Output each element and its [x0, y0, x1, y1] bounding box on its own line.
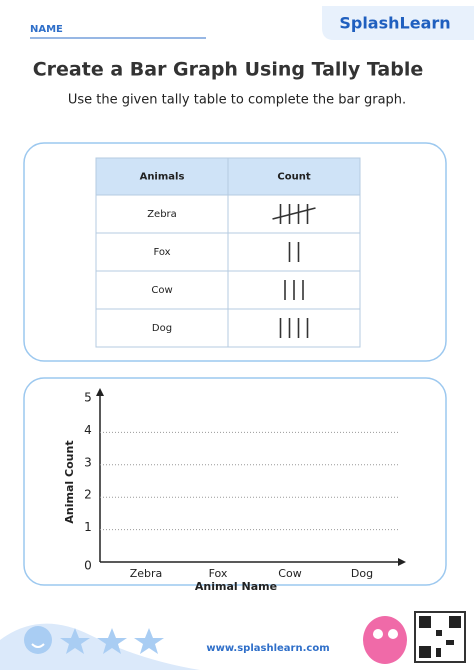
- tally-marks: [272, 204, 316, 224]
- x-tick-label: Fox: [209, 567, 228, 580]
- x-tick-label: Dog: [351, 567, 373, 580]
- x-tick-label: Cow: [278, 567, 301, 580]
- y-tick-label: 3: [84, 455, 92, 469]
- tally-cross: [272, 207, 316, 220]
- mascot: [363, 616, 407, 664]
- tally-marks: [288, 242, 300, 262]
- stars: [60, 628, 164, 654]
- x-axis-label: Animal Name: [195, 580, 277, 593]
- qr-pattern: [419, 616, 461, 658]
- mascot-eye: [373, 629, 383, 639]
- animal-name: Fox: [153, 247, 170, 258]
- tally-marks: [284, 280, 304, 300]
- smile: [31, 643, 45, 648]
- brand-badge: [322, 6, 474, 40]
- graph-panel: [23, 377, 447, 586]
- mascot-eye: [388, 629, 398, 639]
- tally-marks: [279, 318, 309, 338]
- y-tick-label: 0: [84, 559, 92, 573]
- instructions: Use the given tally table to complete th…: [68, 93, 406, 108]
- y-tick-label: 2: [84, 488, 92, 502]
- column-header: Count: [277, 172, 310, 183]
- name-label: NAME: [30, 24, 63, 35]
- x-tick-label: Zebra: [130, 567, 163, 580]
- brand: SplashLearn: [339, 14, 450, 33]
- animal-name: Zebra: [147, 209, 177, 220]
- title: Create a Bar Graph Using Tally Table: [33, 59, 424, 81]
- column-header: Animals: [140, 172, 185, 183]
- animal-name: Dog: [152, 323, 172, 334]
- footer-url: www.splashlearn.com: [206, 643, 329, 654]
- y-tick-label: 5: [84, 391, 92, 405]
- animal-name: Cow: [151, 285, 172, 296]
- y-arrow: [96, 388, 104, 396]
- table-panel: [23, 142, 447, 362]
- x-arrow: [398, 558, 406, 566]
- y-tick-label: 1: [84, 520, 92, 534]
- smiley: [24, 626, 52, 654]
- y-axis-label: Animal Count: [63, 440, 76, 523]
- y-tick-label: 4: [84, 423, 92, 437]
